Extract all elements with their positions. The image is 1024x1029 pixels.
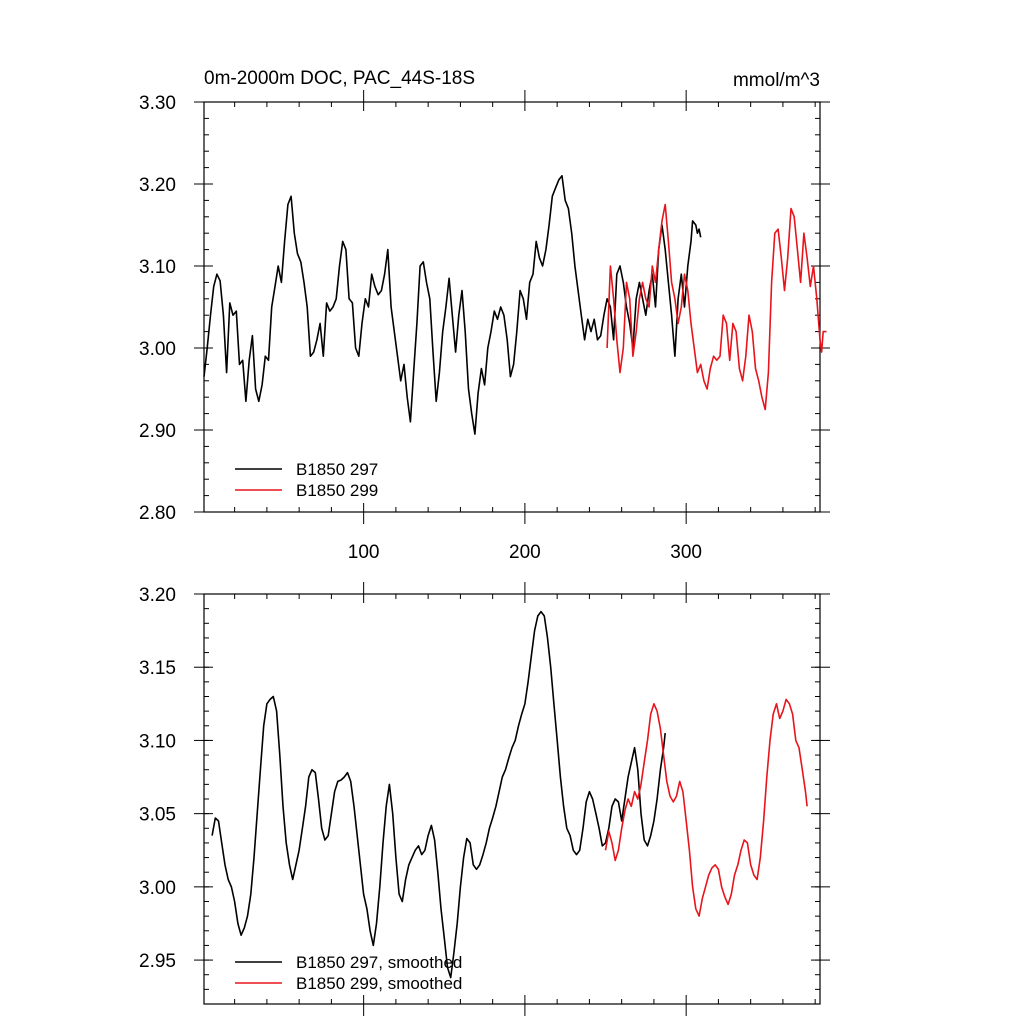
- top-plot-frame: [203, 101, 821, 513]
- bottom-series-lines: [211, 610, 808, 979]
- top-x-tick-labels: 100 200 300: [348, 542, 702, 563]
- chart-title: 0m-2000m DOC, PAC_44S-18S: [204, 68, 475, 89]
- series-line-b1850-297-smoothed: [211, 610, 666, 979]
- legend-label-b1850-297-smoothed: B1850 297, smoothed: [296, 953, 462, 972]
- y-tick-label: 3.30: [139, 93, 176, 114]
- y-tick-label: 3.10: [139, 257, 176, 278]
- bottom-ticks: [194, 582, 830, 1016]
- x-tick-label: 200: [509, 542, 541, 563]
- series-line-b1850-299-smoothed: [604, 698, 808, 917]
- y-tick-label: 3.05: [139, 805, 176, 826]
- y-tick-label: 3.15: [139, 658, 176, 679]
- legend-label-b1850-297: B1850 297: [296, 460, 378, 479]
- legend-label-b1850-299-smoothed: B1850 299, smoothed: [296, 974, 462, 993]
- top-panel: 0m-2000m DOC, PAC_44S-18S mmol/m^3 2.802…: [139, 68, 830, 563]
- top-series-lines: [203, 175, 827, 435]
- y-tick-label: 3.10: [139, 731, 176, 752]
- top-legend: B1850 297 B1850 299: [235, 460, 378, 500]
- y-tick-label: 2.90: [139, 421, 176, 442]
- y-tick-label: 3.20: [139, 175, 176, 196]
- y-tick-label: 3.20: [139, 585, 176, 606]
- bottom-y-tick-labels: 2.95 3.00 3.05 3.10 3.15 3.20: [139, 585, 176, 972]
- y-tick-label: 2.95: [139, 951, 176, 972]
- bottom-panel: 2.95 3.00 3.05 3.10 3.15 3.20 B1850 297, smoo…: [139, 582, 830, 1016]
- bottom-legend: B1850 297, smoothed B1850 299, smoothed: [235, 953, 462, 993]
- x-tick-label: 100: [348, 542, 380, 563]
- units-label: mmol/m^3: [733, 70, 820, 91]
- y-tick-label: 2.80: [139, 503, 176, 524]
- series-line-b1850-297: [203, 175, 702, 435]
- bottom-plot-frame: [203, 593, 821, 1005]
- y-tick-label: 3.00: [139, 878, 176, 899]
- top-y-tick-labels: 2.80 2.90 3.00 3.10 3.20 3.30: [139, 93, 176, 524]
- x-tick-label: 300: [670, 542, 702, 563]
- y-tick-label: 3.00: [139, 339, 176, 360]
- legend-label-b1850-299: B1850 299: [296, 481, 378, 500]
- series-line-b1850-299: [606, 203, 827, 411]
- top-ticks: [194, 90, 830, 524]
